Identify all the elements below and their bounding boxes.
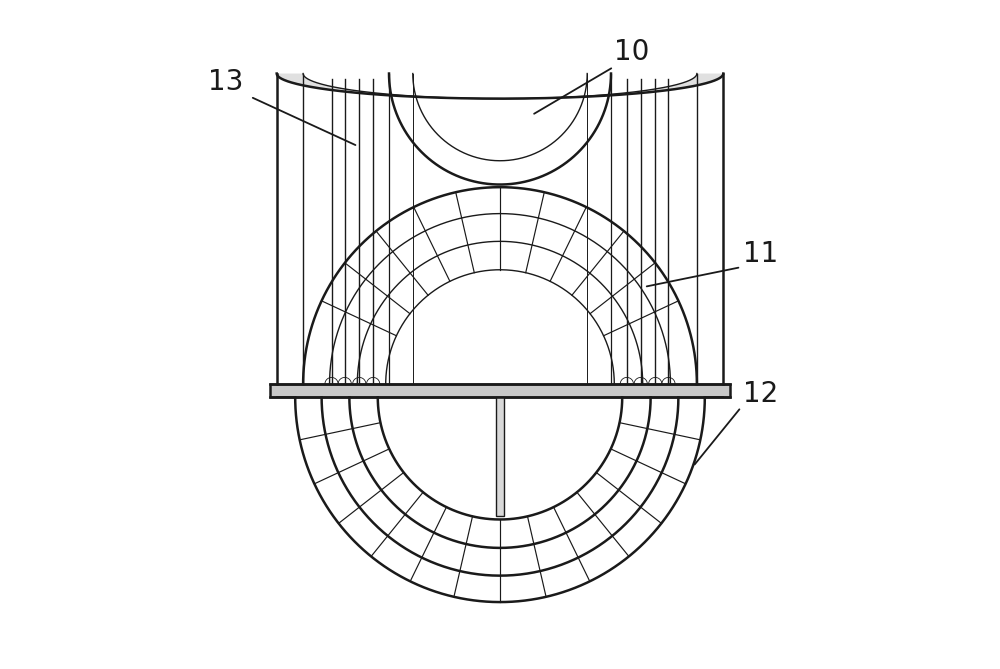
FancyBboxPatch shape xyxy=(496,397,504,516)
Text: 10: 10 xyxy=(614,37,650,66)
Text: 13: 13 xyxy=(208,68,244,96)
Text: 12: 12 xyxy=(743,380,779,408)
Polygon shape xyxy=(277,74,723,98)
FancyBboxPatch shape xyxy=(270,384,730,397)
Text: 11: 11 xyxy=(743,240,779,268)
